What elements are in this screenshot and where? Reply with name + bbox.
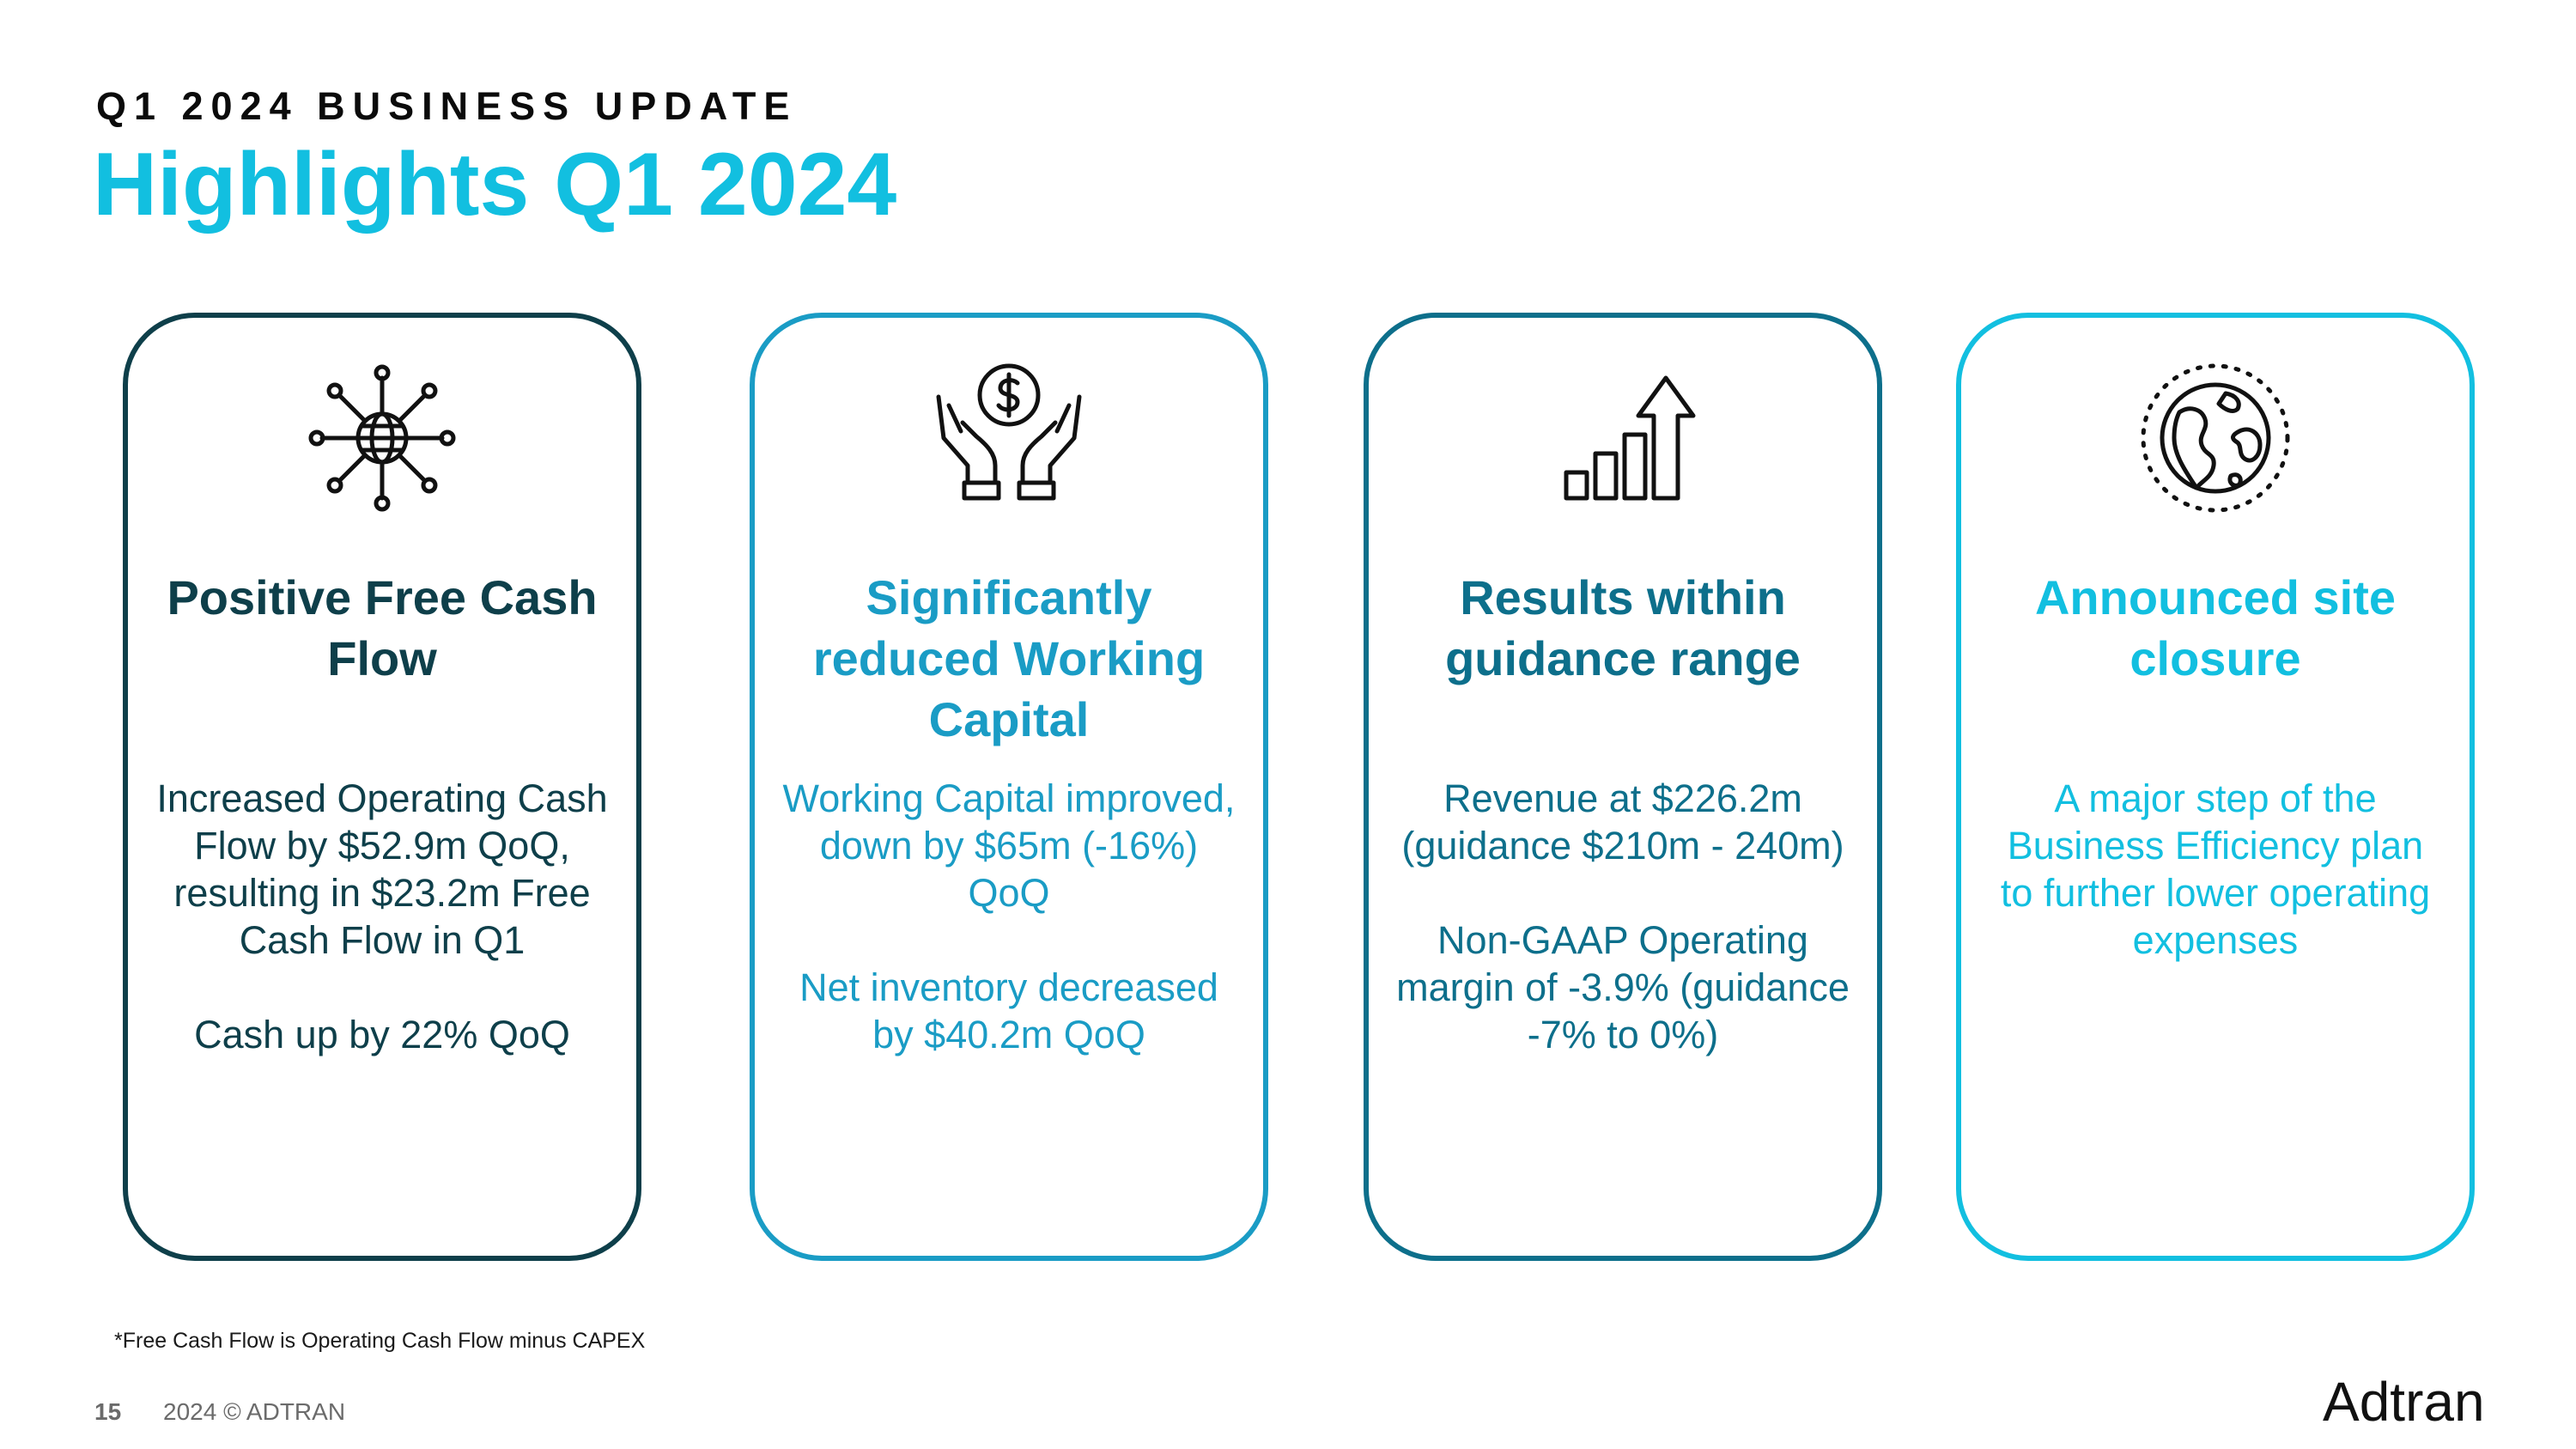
highlight-card-results: Results within guidance range Revenue at… <box>1364 313 1882 1261</box>
network-globe-icon <box>296 352 468 524</box>
page-title: Highlights Q1 2024 <box>93 135 897 234</box>
logo-text: Adtran <box>2323 1373 2485 1433</box>
card-text: A major step of the Business Efficiency … <box>2000 776 2431 962</box>
card-text: Cash up by 22% QoQ <box>194 1013 570 1056</box>
bar-growth-icon <box>1537 352 1709 524</box>
footnote: *Free Cash Flow is Operating Cash Flow m… <box>114 1329 646 1353</box>
slide-kicker: Q1 2024 BUSINESS UPDATE <box>96 84 798 128</box>
card-text: Revenue at $226.2m (guidance $210m - 240… <box>1401 776 1844 868</box>
earth-globe-icon <box>2129 352 2301 524</box>
highlight-card-cash-flow: Positive Free Cash Flow Increased Operat… <box>123 313 641 1261</box>
highlight-card-working-capital: Significantly reduced Working Capital Wo… <box>750 313 1268 1261</box>
card-text: Working Capital improved, down by $65m (… <box>782 776 1236 915</box>
card-text: Non-GAAP Operating margin of -3.9% (guid… <box>1396 918 1850 1056</box>
card-title: Positive Free Cash Flow <box>167 570 598 685</box>
card-title: Announced site closure <box>2034 570 2397 685</box>
hands-dollar-icon <box>923 352 1095 524</box>
card-title: Significantly reduced Working Capital <box>812 570 1206 746</box>
card-title: Results within guidance range <box>1445 570 1801 685</box>
page-number: 15 <box>94 1398 122 1425</box>
adtran-logo: Adtran <box>2323 1371 2507 1433</box>
highlight-card-site-closure: Announced site closure A major step of t… <box>1956 313 2475 1261</box>
card-text: Net inventory decreased by $40.2m QoQ <box>799 965 1218 1056</box>
card-text: Increased Operating Cash Flow by $52.9m … <box>156 776 608 962</box>
copyright: 2024 © ADTRAN <box>163 1398 346 1425</box>
